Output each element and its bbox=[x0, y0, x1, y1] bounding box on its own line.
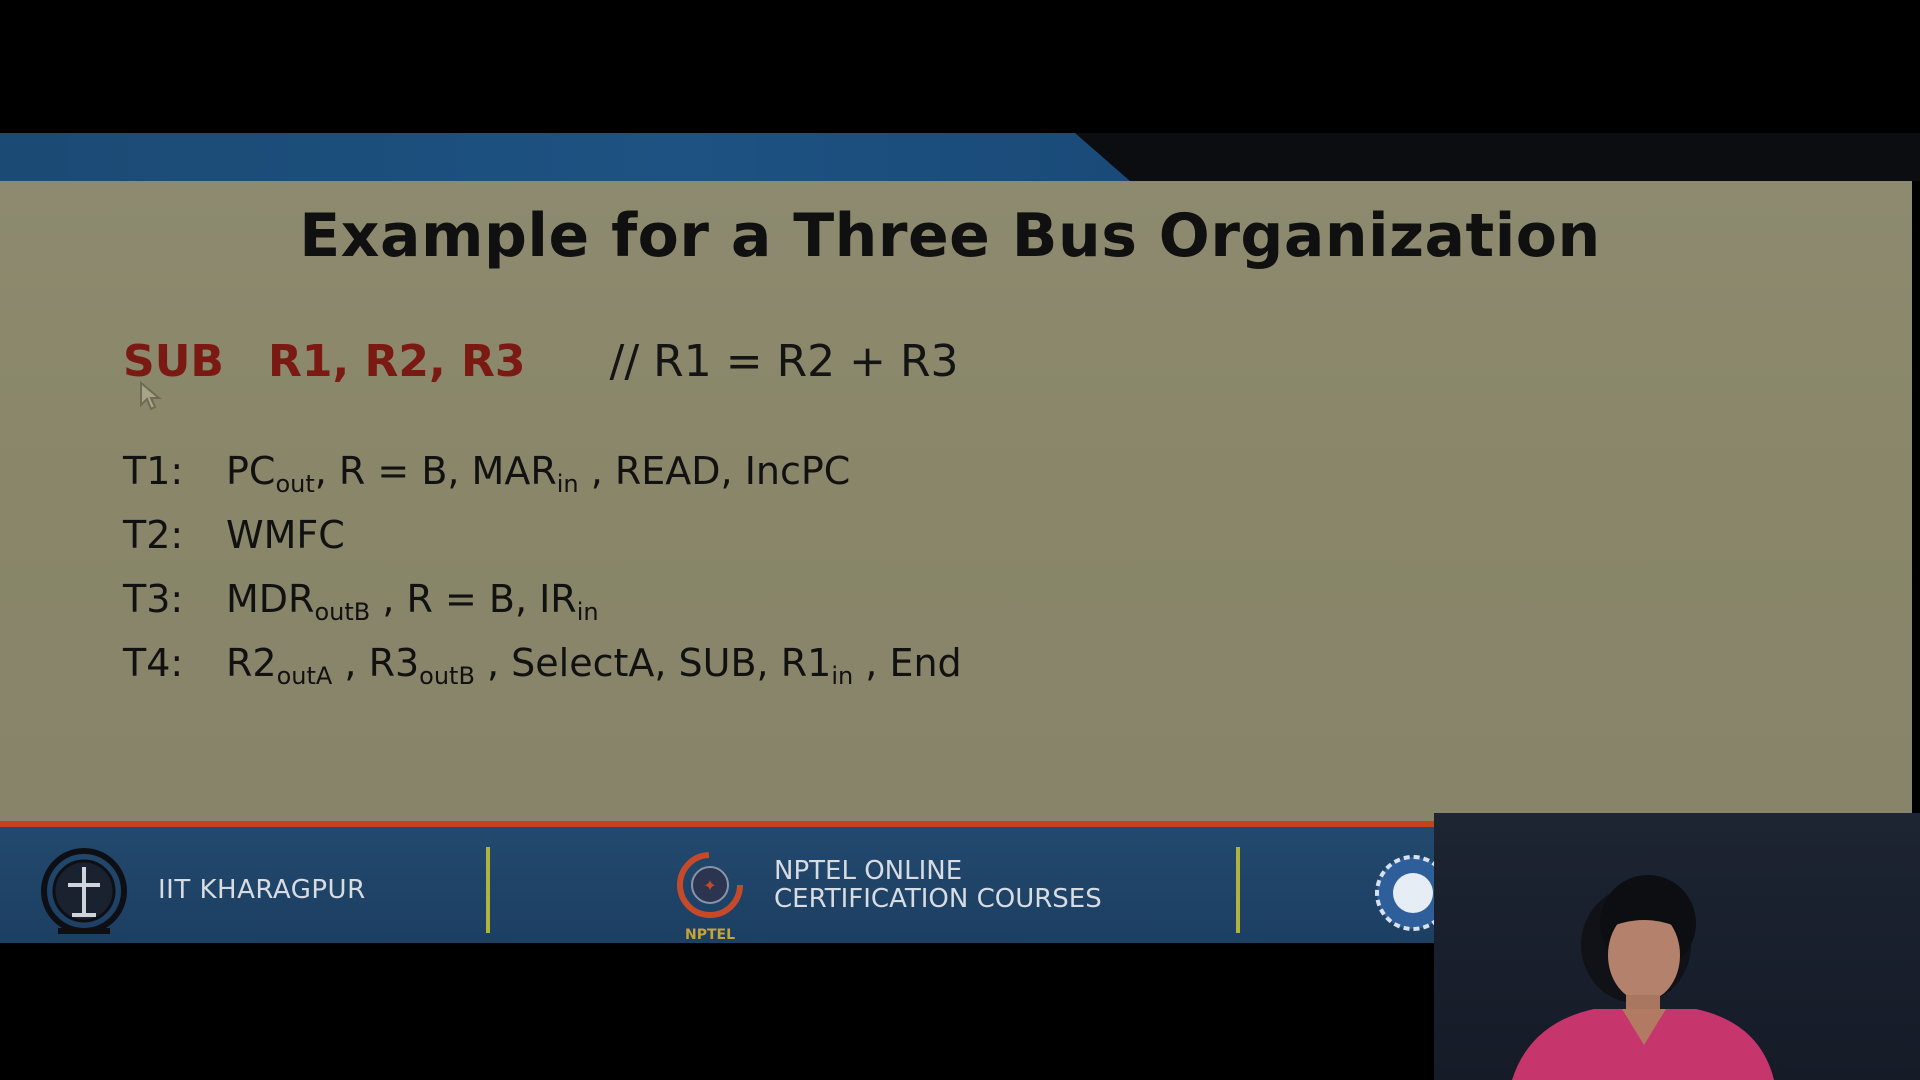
step-subscript: in bbox=[576, 598, 599, 626]
nptel-logo-text: NPTEL bbox=[685, 927, 735, 943]
step-signal: R2 bbox=[226, 641, 277, 685]
nptel-line-1: NPTEL ONLINE bbox=[774, 856, 963, 886]
step-subscript: out bbox=[275, 470, 315, 498]
step-signal: , R = B, IR bbox=[370, 577, 577, 621]
nptel-caption: NPTEL ONLINE CERTIFICATION COURSES bbox=[774, 857, 1102, 913]
instruction-line: SUB R1, R2, R3 // R1 = R2 + R3 bbox=[123, 336, 959, 387]
iit-kharagpur-logo-icon bbox=[28, 845, 140, 945]
institute-name: IIT KHARAGPUR bbox=[158, 875, 366, 905]
step-signal: , R = B, MAR bbox=[314, 449, 557, 493]
footer-divider bbox=[1236, 847, 1240, 933]
step-t2: T2: WMFC bbox=[123, 513, 345, 557]
footer-divider bbox=[486, 847, 490, 933]
step-signal: , SelectA, SUB, R1 bbox=[474, 641, 832, 685]
emblem-icon bbox=[1368, 847, 1451, 941]
nptel-logo-icon: ✦ NPTEL bbox=[660, 843, 760, 947]
step-signal: , READ, IncPC bbox=[578, 449, 851, 493]
step-subscript: in bbox=[831, 662, 854, 690]
step-subscript: in bbox=[556, 470, 579, 498]
step-signal: PC bbox=[226, 449, 276, 493]
slide-top-banner-blue bbox=[0, 133, 1130, 181]
step-label: T2: bbox=[123, 513, 184, 557]
step-t3: T3: MDRoutB , R = B, IRin bbox=[123, 577, 599, 626]
step-signal: , End bbox=[853, 641, 962, 685]
step-t4: T4: R2outA , R3outB , SelectA, SUB, R1in … bbox=[123, 641, 962, 690]
step-signal: , R3 bbox=[332, 641, 420, 685]
step-label: T4: bbox=[123, 641, 184, 685]
step-label: T1: bbox=[123, 449, 184, 493]
instruction-operands: R1, R2, R3 bbox=[267, 336, 526, 387]
step-subscript: outB bbox=[419, 662, 475, 690]
step-signal: WMFC bbox=[226, 513, 345, 557]
slide-title: Example for a Three Bus Organization bbox=[299, 201, 1601, 271]
instruction-opcode: SUB bbox=[123, 336, 224, 387]
slide: Example for a Three Bus Organization SUB… bbox=[0, 181, 1912, 821]
nptel-line-2: CERTIFICATION COURSES bbox=[774, 884, 1102, 914]
slide-top-banner bbox=[0, 133, 1920, 181]
step-t1: T1: PCout, R = B, MARin , READ, IncPC bbox=[123, 449, 850, 498]
svg-text:✦: ✦ bbox=[703, 876, 716, 895]
step-subscript: outB bbox=[314, 598, 371, 626]
presenter-webcam bbox=[1434, 813, 1920, 1080]
step-signal: MDR bbox=[226, 577, 315, 621]
step-subscript: outA bbox=[276, 662, 333, 690]
step-label: T3: bbox=[123, 577, 184, 621]
instruction-comment: // R1 = R2 + R3 bbox=[609, 336, 959, 387]
